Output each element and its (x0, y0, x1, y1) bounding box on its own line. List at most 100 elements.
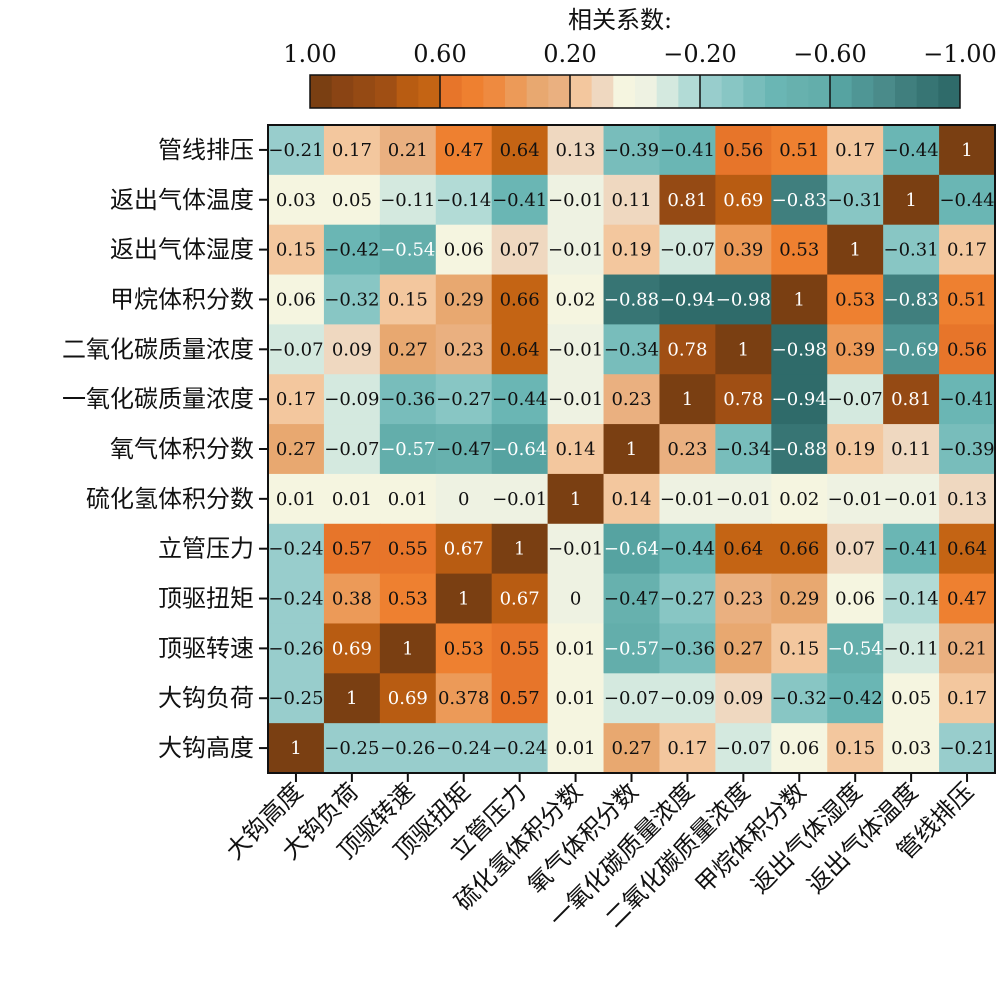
cell-value-label: −0.41 (884, 539, 939, 560)
cell-value-label: −0.64 (492, 439, 547, 460)
colorbar-tick-label: 1.00 (283, 40, 336, 68)
colorbar-swatch (418, 75, 441, 108)
heatmap-cell (603, 224, 660, 276)
cell-value-label: −0.24 (492, 738, 547, 759)
cell-value-label: 0.03 (891, 738, 931, 759)
heatmap-cell (603, 374, 660, 425)
heatmap-cell (379, 374, 437, 425)
heatmap-cell (491, 274, 549, 325)
heatmap-cell (547, 723, 605, 774)
cell-value-label: 0.67 (500, 589, 540, 610)
heatmap-cell (268, 224, 325, 276)
cell-value-label: 0.17 (276, 389, 316, 410)
heatmap-cell (603, 324, 660, 375)
cell-value-label: 0.15 (276, 240, 316, 261)
heatmap-cell (268, 274, 325, 325)
heatmap-cell (323, 224, 381, 276)
cell-value-label: 0.17 (947, 240, 987, 261)
cell-value-label: 0.56 (947, 339, 987, 360)
cell-value-label: −0.01 (548, 240, 603, 261)
heatmap-cells: −0.21 0.17 0.21 0.47 0.64 0.13 −0.39 −0.41 0.56 0… (268, 125, 996, 774)
heatmap-cell (323, 125, 381, 176)
cell-value-label: 0.53 (779, 240, 819, 261)
cell-value-label: −0.01 (548, 539, 603, 560)
heatmap-cell (547, 523, 605, 575)
heatmap-cell (715, 473, 772, 525)
cell-value-label: 0.15 (835, 738, 875, 759)
heatmap-cell (827, 673, 884, 724)
heatmap-cell (659, 324, 716, 375)
heatmap-cell (883, 274, 940, 325)
heatmap-cell (939, 424, 996, 475)
heatmap-cell (715, 174, 772, 226)
heatmap-cell (268, 374, 325, 425)
heatmap-cell (547, 424, 605, 475)
heatmap-cell (939, 473, 996, 525)
heatmap-cell (771, 673, 828, 724)
cell-value-label: −0.57 (380, 439, 435, 460)
colorbar-swatch (375, 75, 398, 108)
cell-value-label: 0.02 (556, 289, 596, 310)
y-tick-label: 大钩高度 (158, 734, 254, 762)
heatmap-cell (268, 324, 325, 375)
heatmap-cell (771, 224, 828, 276)
cell-value-label: 0.69 (388, 688, 428, 709)
cell-value-label: 1 (458, 589, 469, 610)
cell-value-label: 0.13 (947, 489, 987, 510)
y-tick-label: 硫化氢体积分数 (86, 485, 254, 513)
colorbar-swatch (526, 75, 549, 108)
heatmap-cell (715, 623, 772, 674)
heatmap-cell (491, 174, 549, 226)
heatmap-cell (771, 723, 828, 774)
cell-value-label: 0.17 (332, 140, 372, 161)
heatmap-cell (939, 523, 996, 575)
heatmap-cell (771, 623, 828, 674)
heatmap-cell (883, 324, 940, 375)
heatmap-cell (379, 424, 437, 475)
cell-value-label: 0.14 (556, 439, 596, 460)
cell-value-label: 0.06 (779, 738, 819, 759)
heatmap-cell (379, 523, 437, 575)
cell-value-label: 0.01 (556, 688, 596, 709)
heatmap-cell (827, 125, 884, 176)
heatmap-cell (268, 473, 325, 525)
heatmap-cell (323, 274, 381, 325)
cell-value-label: −0.34 (716, 439, 771, 460)
colorbar-swatch (353, 75, 376, 108)
heatmap-cell (939, 374, 996, 425)
cell-value-label: −0.11 (380, 190, 435, 211)
heatmap-cell (491, 374, 549, 425)
cell-value-label: −0.01 (716, 489, 771, 510)
heatmap-cell (883, 174, 940, 226)
heatmap-cell (547, 274, 605, 325)
heatmap-cell (491, 224, 549, 276)
heatmap-cell (603, 673, 660, 724)
heatmap-cell (603, 424, 660, 475)
cell-value-label: −0.44 (884, 140, 939, 161)
heatmap-cell (659, 473, 716, 525)
cell-value-label: −0.27 (436, 389, 491, 410)
cell-value-label: 0.53 (444, 638, 484, 659)
cell-value-label: −0.25 (324, 738, 379, 759)
heatmap-cell (827, 224, 884, 276)
colorbar-title: 相关系数: (568, 6, 672, 34)
colorbar-tick-label: −0.20 (663, 40, 737, 68)
cell-value-label: 0.09 (723, 688, 763, 709)
colorbar-swatch (873, 75, 896, 108)
heatmap-cell (379, 673, 437, 724)
cell-value-label: −0.42 (828, 688, 883, 709)
cell-value-label: −0.11 (884, 638, 939, 659)
heatmap-cell (659, 424, 716, 475)
cell-value-label: −0.24 (268, 539, 323, 560)
cell-value-label: 0.17 (667, 738, 707, 759)
cell-value-label: 0.23 (611, 389, 651, 410)
heatmap-cell (491, 723, 549, 774)
heatmap-cell (771, 125, 828, 176)
cell-value-label: −0.54 (828, 638, 883, 659)
colorbar-swatch (765, 75, 788, 108)
heatmap-cell (435, 623, 493, 674)
cell-value-label: 0.64 (500, 339, 540, 360)
cell-value-label: 0.81 (891, 389, 931, 410)
cell-value-label: 0.15 (388, 289, 428, 310)
heatmap-cell (547, 125, 605, 176)
